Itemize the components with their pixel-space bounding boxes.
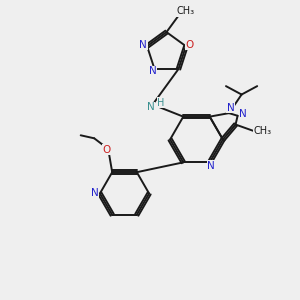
- Text: N: N: [239, 109, 247, 119]
- Text: O: O: [103, 145, 111, 155]
- Text: CH₃: CH₃: [254, 126, 272, 136]
- Text: N: N: [226, 103, 234, 113]
- Text: N: N: [91, 188, 99, 199]
- Text: N: N: [147, 102, 155, 112]
- Text: O: O: [185, 40, 194, 50]
- Text: N: N: [207, 161, 215, 171]
- Text: N: N: [139, 40, 147, 50]
- Text: H: H: [158, 98, 165, 108]
- Text: N: N: [149, 66, 157, 76]
- Text: CH₃: CH₃: [176, 6, 194, 16]
